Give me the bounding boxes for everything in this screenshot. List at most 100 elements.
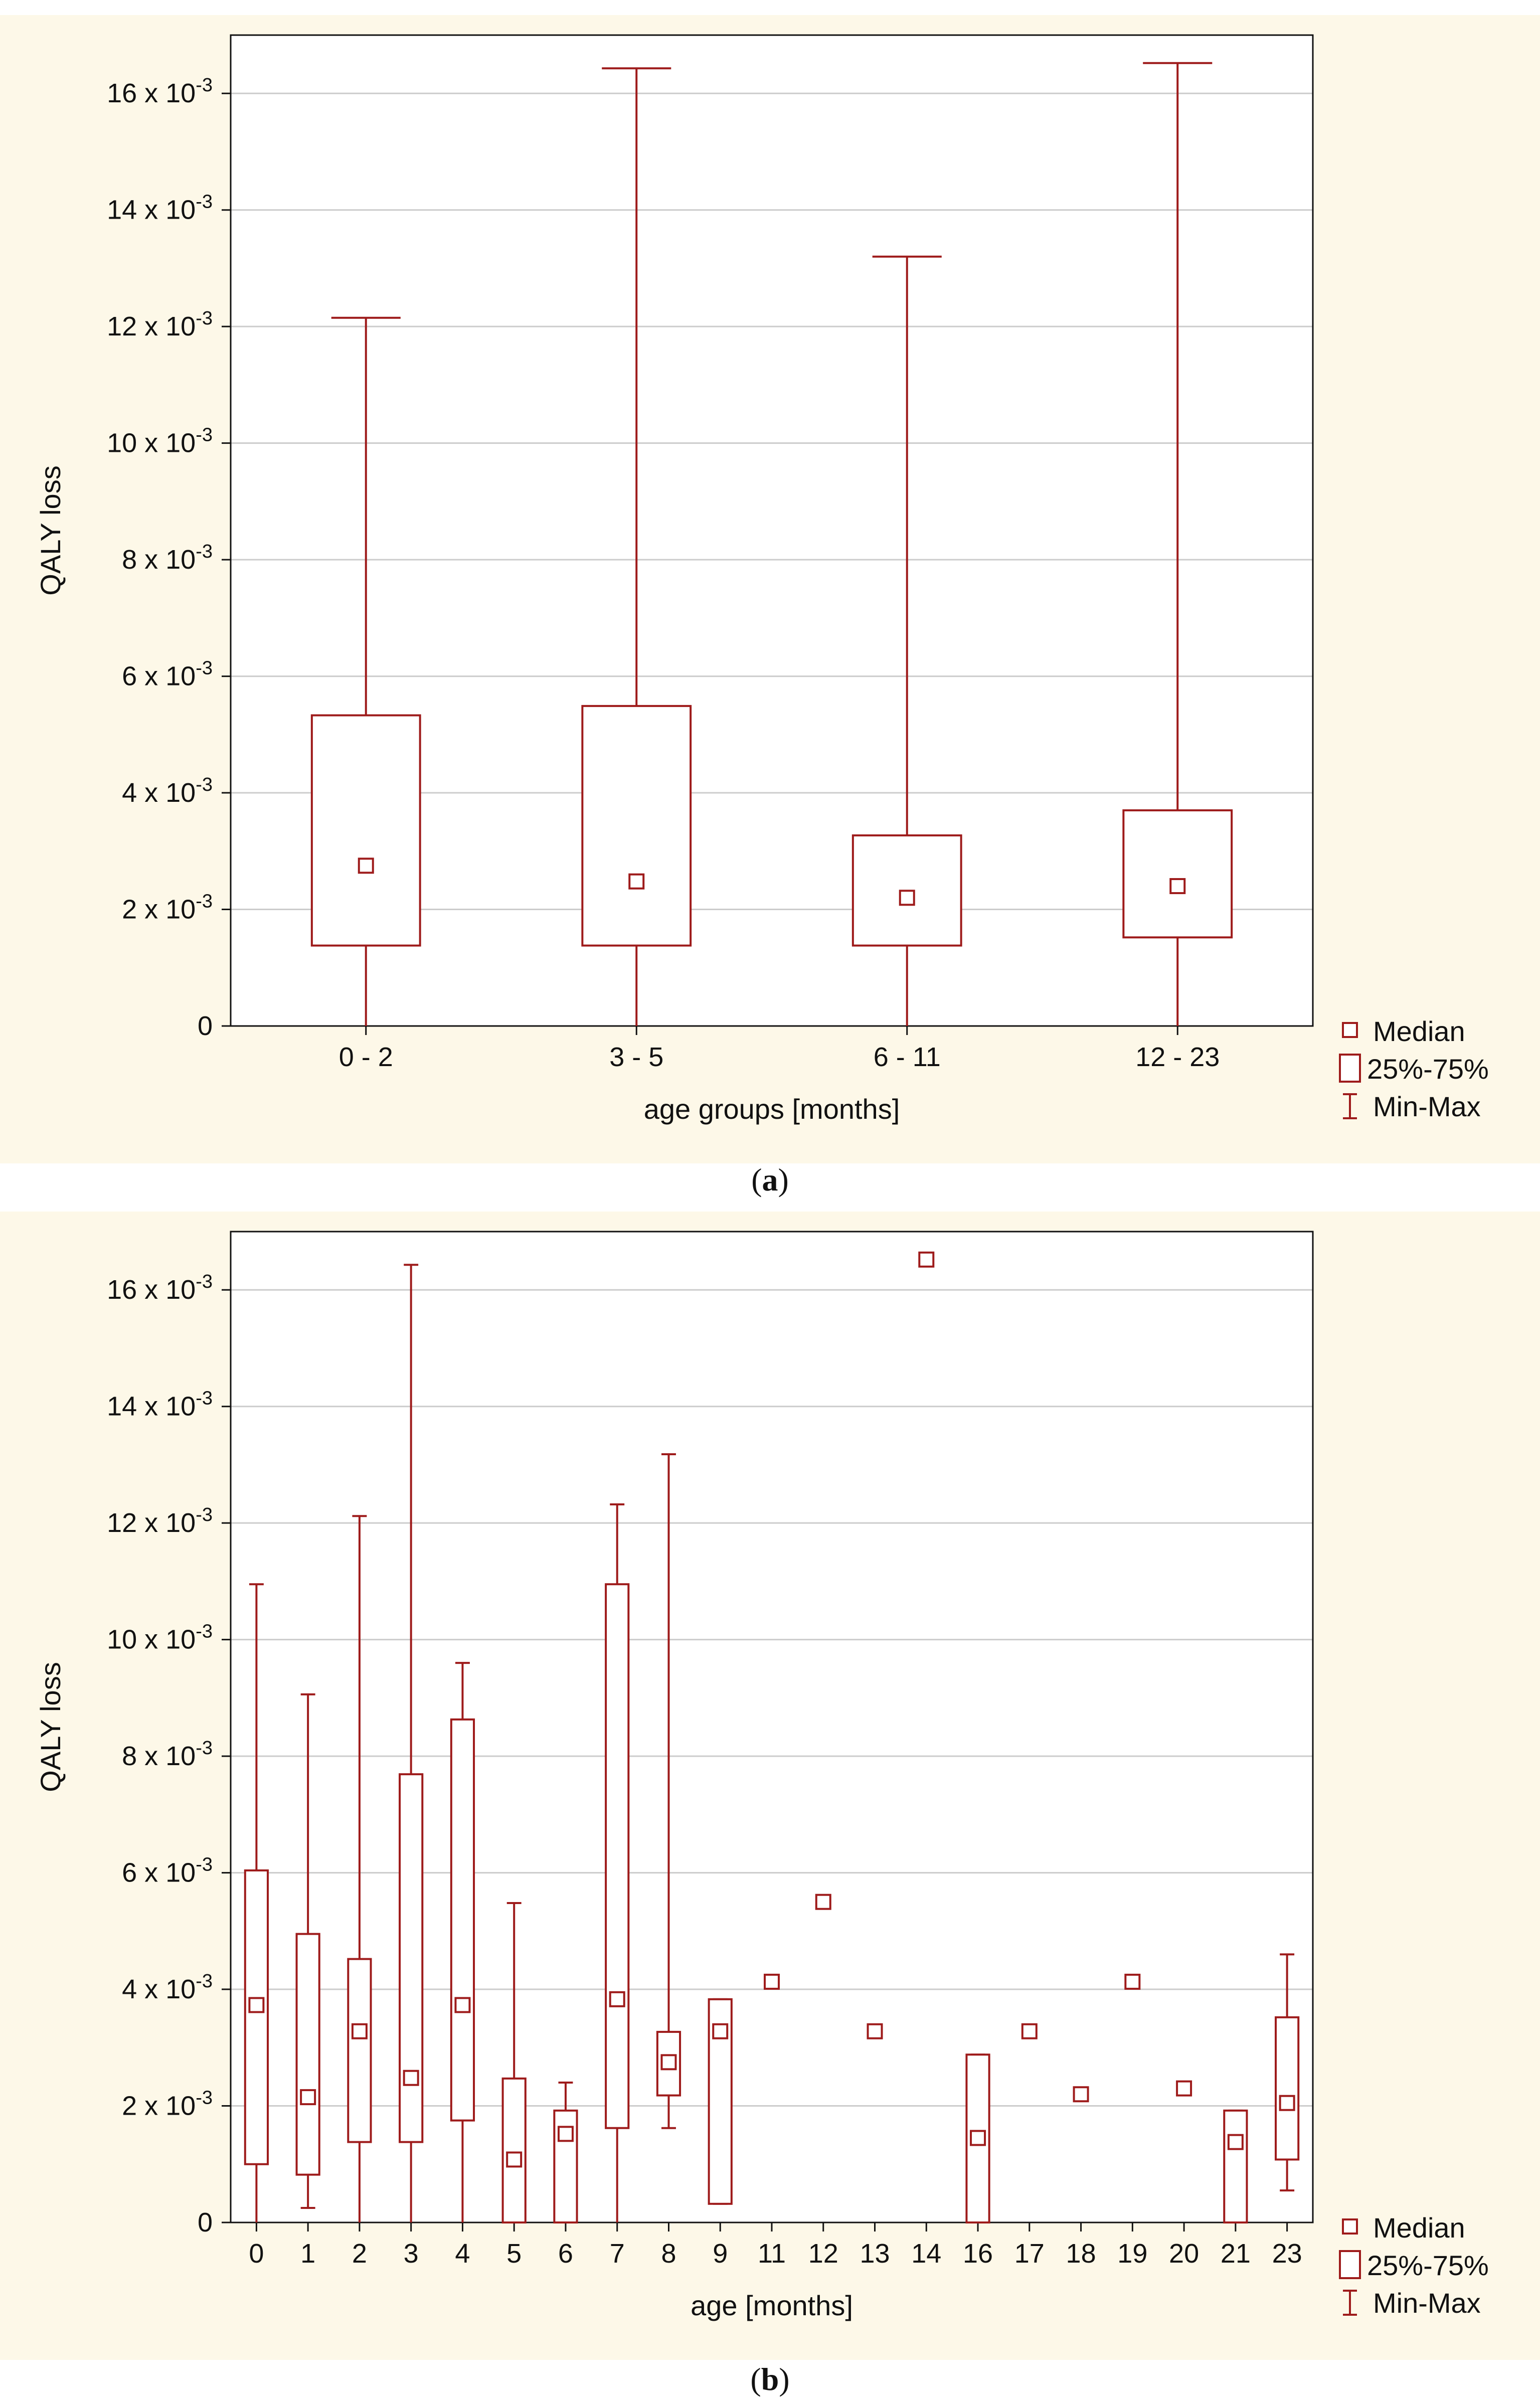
median-marker	[970, 2130, 986, 2146]
median-marker	[1073, 2086, 1089, 2103]
x-tick-label: 6	[558, 2239, 573, 2269]
median-marker	[660, 2054, 677, 2071]
y-tick-label: 16 x 10-3	[107, 75, 213, 108]
y-tick-label: 14 x 10-3	[107, 192, 213, 225]
y-tick-label: 10 x 10-3	[107, 1621, 213, 1655]
box-20	[1176, 2080, 1192, 2097]
box-4	[450, 1662, 475, 2222]
box-18	[1073, 2086, 1089, 2103]
box-12 - 23	[1122, 62, 1233, 1026]
caption-a-letter: a	[762, 1162, 778, 1197]
median-marker	[1124, 1973, 1141, 1990]
caption-a: (a)	[751, 1162, 789, 1197]
y-tick-label: 12 x 10-3	[107, 1504, 213, 1538]
median-marker	[557, 2126, 574, 2142]
y-tick-label: 10 x 10-3	[107, 425, 213, 458]
iqr-box	[399, 1773, 424, 2143]
x-tick-label: 12	[808, 2239, 838, 2269]
x-axis-label: age [months]	[691, 2290, 853, 2321]
caption-b-letter: b	[761, 2361, 779, 2397]
median-marker	[628, 873, 645, 890]
box-23	[1275, 1953, 1300, 2192]
y-tick-label: 2 x 10-3	[122, 2088, 213, 2121]
iqr-box	[1275, 2016, 1300, 2161]
y-tick-label: 8 x 10-3	[122, 541, 213, 575]
x-tick-label: 21	[1221, 2239, 1251, 2269]
box-1	[295, 1693, 320, 2209]
legend-iqr-icon	[1339, 2250, 1361, 2279]
y-tick-label: 16 x 10-3	[107, 1271, 213, 1305]
y-axis-label: QALY loss	[35, 1662, 66, 1792]
boxplot-chart-age-groups: 0 2 x 10-3 4 x 10-3 6 x 10-3 8 x 10-3 10 x 10…	[35, 34, 1489, 1125]
x-axis-label: age groups [months]	[644, 1093, 900, 1125]
median-marker	[712, 2023, 729, 2039]
iqr-box	[295, 1933, 320, 2176]
caption-b: (b)	[750, 2361, 790, 2397]
x-tick-label: 18	[1066, 2239, 1096, 2269]
iqr-box	[501, 2077, 527, 2223]
y-tick-label: 14 x 10-3	[107, 1388, 213, 1422]
median-marker	[454, 1997, 471, 2013]
box-13	[867, 2023, 883, 2039]
x-tick-label: 4	[455, 2239, 470, 2269]
median-marker	[918, 1251, 935, 1268]
x-tick-label: 2	[352, 2239, 367, 2269]
box-7	[605, 1503, 630, 2222]
median-marker	[764, 1973, 780, 1990]
legend-median-label: Median	[1373, 1015, 1465, 1047]
y-tick-label: 0	[198, 2207, 213, 2238]
legend: Median 25%-75% Min-Max	[1339, 1015, 1489, 1122]
legend: Median 25%-75% Min-Max	[1339, 2212, 1489, 2319]
x-tick-label: 19	[1117, 2239, 1147, 2269]
y-tick-label: 4 x 10-3	[122, 1971, 213, 2004]
box-3	[399, 1264, 424, 2222]
x-tick-label: 3	[404, 2239, 419, 2269]
legend-median-label: Median	[1373, 2212, 1465, 2244]
iqr-box	[581, 705, 692, 947]
box-14	[918, 1251, 935, 1268]
plot-area	[231, 1232, 1313, 2222]
iqr-box	[605, 1583, 630, 2129]
median-marker	[403, 2070, 419, 2086]
x-tick-label: 20	[1169, 2239, 1199, 2269]
legend-iqr-label: 25%-75%	[1367, 1053, 1489, 1085]
y-tick-label: 2 x 10-3	[122, 891, 213, 925]
x-tick-label: 0	[249, 2239, 264, 2269]
box-16	[965, 2053, 990, 2223]
iqr-box	[1223, 2109, 1248, 2224]
median-marker	[609, 1991, 625, 2007]
median-marker	[867, 2023, 883, 2039]
x-tick-label: 13	[860, 2239, 890, 2269]
legend-minmax-label: Min-Max	[1373, 2287, 1481, 2319]
y-tick-label: 0	[198, 1011, 213, 1041]
x-tick-label: 23	[1272, 2239, 1302, 2269]
box-9	[708, 1998, 733, 2205]
x-tick-label: 12 - 23	[1135, 1042, 1220, 1072]
y-tick-label: 4 x 10-3	[122, 774, 213, 808]
legend-median-icon	[1342, 2218, 1358, 2235]
box-3 - 5	[581, 67, 692, 1026]
box-8	[656, 1453, 681, 2129]
iqr-box	[310, 714, 421, 947]
median-marker	[1227, 2134, 1244, 2150]
box-19	[1124, 1973, 1141, 1990]
x-tick-label: 17	[1014, 2239, 1045, 2269]
x-tick-label: 14	[911, 2239, 941, 2269]
median-marker	[300, 2089, 316, 2106]
x-tick-label: 8	[661, 2239, 676, 2269]
box-2	[347, 1515, 372, 2222]
y-axis-label: QALY loss	[35, 465, 66, 595]
median-marker	[1279, 2095, 1295, 2111]
chart-panel-b: 0 2 x 10-3 4 x 10-3 6 x 10-3 8 x 10-3 10 x 10…	[0, 1212, 1540, 2360]
x-tick-label: 6 - 11	[874, 1042, 941, 1072]
x-tick-label: 7	[610, 2239, 625, 2269]
box-17	[1021, 2023, 1038, 2039]
median-marker	[1176, 2080, 1192, 2097]
boxplot-chart-age: 0 2 x 10-3 4 x 10-3 6 x 10-3 8 x 10-3 10 x 10…	[35, 1231, 1489, 2321]
median-marker	[351, 2023, 368, 2039]
box-0 - 2	[310, 316, 421, 1026]
box-6 - 11	[851, 255, 962, 1026]
box-21	[1223, 2109, 1248, 2224]
legend-minmax-label: Min-Max	[1373, 1091, 1481, 1122]
y-tick-label: 6 x 10-3	[122, 658, 213, 692]
